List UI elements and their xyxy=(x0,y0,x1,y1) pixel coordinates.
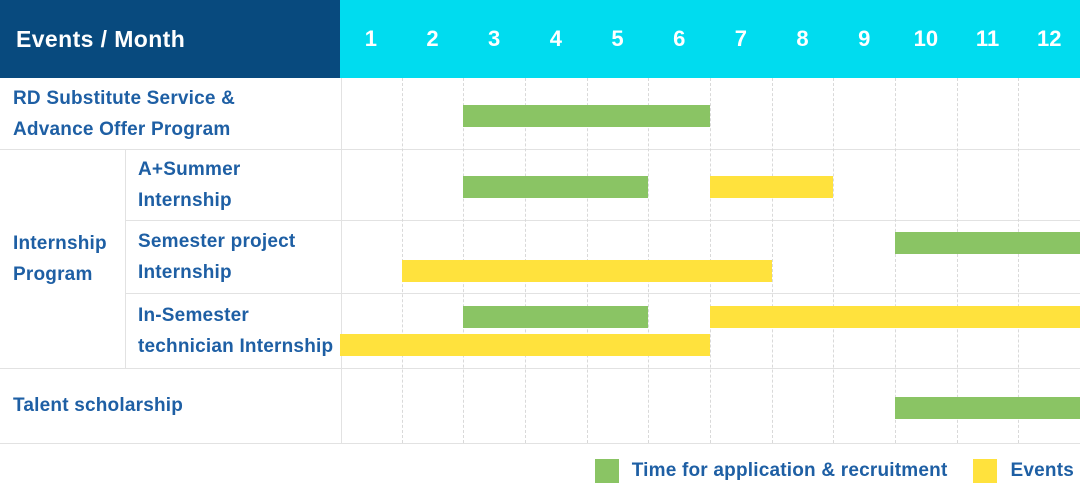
label-grid-divider xyxy=(341,78,342,443)
group-label-line: Internship xyxy=(13,232,107,254)
page-title: Events / Month xyxy=(16,25,186,52)
group-label-line: Program xyxy=(13,263,93,285)
gantt-bar-recruitment xyxy=(463,305,649,328)
month-label: 7 xyxy=(734,26,747,51)
row-label-a-summer-internship: A+Summer Internship xyxy=(125,149,341,220)
gantt-bar-recruitment xyxy=(463,176,649,198)
month-gridline xyxy=(771,78,773,443)
row-label-line: technician Internship xyxy=(138,335,334,357)
month-gridline xyxy=(1018,78,1020,443)
gantt-bar-event xyxy=(710,176,834,198)
group-sublabel-divider xyxy=(125,149,126,368)
month-label: 10 xyxy=(913,26,939,51)
month-gridline xyxy=(895,78,896,443)
gantt-bar-recruitment xyxy=(895,231,1080,254)
row-divider xyxy=(125,220,1080,221)
month-header: 1 2 3 4 5 6 7 8 9 10 11 12 xyxy=(340,0,1080,78)
gantt-bar-event xyxy=(710,305,1080,328)
row-label-line: Talent scholarship xyxy=(13,395,184,416)
month-label: 3 xyxy=(488,26,501,51)
month-label: 5 xyxy=(611,26,624,51)
row-label-talent-scholarship: Talent scholarship xyxy=(0,368,341,443)
table-header-title-cell: Events / Month xyxy=(0,0,340,78)
gantt-bar-event xyxy=(340,333,710,356)
month-label: 4 xyxy=(549,26,562,51)
row-label-line: Advance Offer Program xyxy=(13,118,231,140)
row-label-line: Internship xyxy=(138,189,232,211)
row-label-line: In-Semester xyxy=(138,304,249,326)
row-label-line: A+Summer xyxy=(138,158,241,180)
row-label-line: Semester project xyxy=(138,230,296,252)
month-label: 6 xyxy=(673,26,686,51)
recruitment-legend-swatch xyxy=(594,459,619,483)
event-legend-label: Events xyxy=(1010,460,1074,481)
month-label: 8 xyxy=(796,26,809,51)
month-gridline xyxy=(956,78,958,443)
chart-legend: Time for application & recruitment Event… xyxy=(594,457,1074,485)
row-divider xyxy=(0,368,1080,369)
month-label: 12 xyxy=(1036,26,1062,51)
row-label-line: RD Substitute Service & xyxy=(13,87,236,109)
gantt-bar-recruitment xyxy=(895,397,1080,419)
table-bottom-border xyxy=(0,443,1080,444)
month-label: 2 xyxy=(426,26,439,51)
month-label: 9 xyxy=(858,26,871,51)
recruitment-legend-label: Time for application & recruitment xyxy=(631,460,948,481)
gantt-bar-recruitment xyxy=(463,105,710,127)
row-divider xyxy=(0,149,1080,150)
month-gridline xyxy=(833,78,835,443)
month-label: 1 xyxy=(364,26,377,51)
month-label: 11 xyxy=(975,26,1000,51)
row-label-in-semester-technician-internship: In-Semester technician Internship xyxy=(125,293,341,368)
row-label-line: Internship xyxy=(138,261,232,283)
row-label-semester-project-internship: Semester project Internship xyxy=(125,220,341,293)
row-divider xyxy=(125,293,1080,294)
row-label-rd-substitute: RD Substitute Service & Advance Offer Pr… xyxy=(0,78,341,149)
event-legend-swatch xyxy=(973,459,998,483)
group-label-internship-program: Internship Program xyxy=(0,149,125,368)
gantt-bar-event xyxy=(401,259,772,282)
